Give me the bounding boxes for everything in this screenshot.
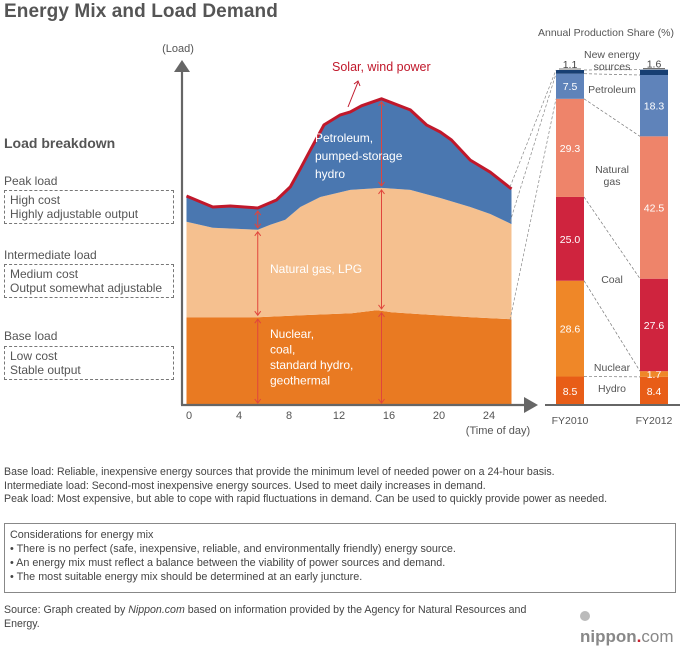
bar-connector bbox=[584, 281, 640, 371]
load-area-chart: (Load) (Time of day) 0 4 8 12 16 20 24 Solar, win… bbox=[162, 43, 538, 437]
x-tick-label: 8 bbox=[286, 410, 292, 422]
bar-value-label: 28.6 bbox=[560, 324, 581, 336]
load-notes: Base load: Reliable, inexpensive energy … bbox=[4, 466, 607, 507]
note-peak-load: Peak load: Most expensive, but able to c… bbox=[4, 493, 607, 507]
bar-series-label-line: Hydro bbox=[598, 383, 626, 395]
x-tick-label: 4 bbox=[236, 410, 242, 422]
logo-tld: com bbox=[641, 627, 673, 646]
logo-name: nippon bbox=[580, 627, 637, 646]
bar-series-label: Nuclear bbox=[594, 362, 631, 374]
bar-series-label-line: sources bbox=[594, 61, 631, 73]
base-load-sources-label-line: geothermal bbox=[270, 374, 330, 388]
x-tick-label: 20 bbox=[433, 410, 445, 422]
x-tick-label: 0 bbox=[186, 410, 192, 422]
bar-category-label: FY2010 bbox=[552, 415, 589, 427]
base-load-sources-label-line: standard hydro, bbox=[270, 358, 353, 372]
energy-chart: (Load) (Time of day) 0 4 8 12 16 20 24 Solar, win… bbox=[0, 0, 680, 450]
petroleum-label-line: hydro bbox=[315, 167, 345, 181]
bar-series-label: Hydro bbox=[598, 383, 626, 395]
production-share-chart: 8.528.625.029.37.51.1FY20108.41.727.642.… bbox=[510, 27, 680, 427]
bar-series-label-line: Coal bbox=[601, 274, 623, 286]
peak-load-cost: High cost bbox=[10, 193, 173, 207]
intermediate-load-output: Output somewhat adjustable bbox=[10, 281, 173, 295]
bar-value-label: 8.4 bbox=[647, 386, 662, 398]
bar-value-label: 29.3 bbox=[560, 143, 581, 155]
source-brand: Nippon.com bbox=[128, 604, 185, 616]
solar-wind-label: Solar, wind power bbox=[332, 60, 431, 74]
base-load-label: Base load bbox=[4, 329, 57, 343]
base-load-sources-label-line: coal, bbox=[270, 343, 295, 357]
base-load-cost: Low cost bbox=[10, 349, 173, 363]
solar-wind-pointer bbox=[348, 82, 358, 107]
bar-series-label-line: Nuclear bbox=[594, 362, 631, 374]
load-breakdown-heading: Load breakdown bbox=[4, 135, 115, 151]
bar-series-label-line: Natural bbox=[595, 164, 629, 176]
considerations-box: Considerations for energy mix • There is… bbox=[4, 523, 676, 593]
intermediate-load-label: Intermediate load bbox=[4, 248, 97, 262]
note-intermediate-load: Intermediate load: Second-most inexpensi… bbox=[4, 480, 607, 494]
nippon-logo: nippon.com bbox=[580, 607, 680, 647]
bar-series-label-line: New energy bbox=[584, 49, 641, 61]
intermediate-load-box: Medium cost Output somewhat adjustable bbox=[4, 264, 174, 298]
bar-value-label: 18.3 bbox=[644, 101, 665, 113]
bar-series-label-line: gas bbox=[604, 176, 621, 188]
bar-series-label: Petroleum bbox=[588, 84, 636, 96]
base-load-output: Stable output bbox=[10, 363, 173, 377]
bar-connector bbox=[584, 74, 640, 75]
note-base-load: Base load: Reliable, inexpensive energy … bbox=[4, 466, 607, 480]
bar-value-label: 27.6 bbox=[644, 320, 665, 332]
consideration-item: • There is no perfect (safe, inexpensive… bbox=[10, 542, 675, 556]
source-note: Source: Graph created by Nippon.com base… bbox=[4, 604, 544, 631]
considerations-heading: Considerations for energy mix bbox=[10, 528, 675, 542]
bar-value-label: 7.5 bbox=[563, 81, 578, 93]
petroleum-label-line: pumped-storage bbox=[315, 149, 403, 163]
consideration-item: • The most suitable energy mix should be… bbox=[10, 570, 675, 584]
source-prefix: Source: Graph created by bbox=[4, 604, 128, 616]
projection-line bbox=[510, 70, 556, 187]
x-axis-label: (Time of day) bbox=[466, 425, 530, 437]
logo-circle-icon bbox=[580, 611, 590, 621]
peak-load-output: Highly adjustable output bbox=[10, 207, 173, 221]
natural-gas-label: Natural gas, LPG bbox=[270, 262, 362, 276]
projection-line bbox=[510, 99, 556, 320]
petroleum-label-line: Petroleum, bbox=[315, 131, 373, 145]
x-axis-arrow-icon bbox=[524, 397, 538, 413]
x-tick-label: 12 bbox=[333, 410, 345, 422]
peak-load-label: Peak load bbox=[4, 174, 57, 188]
bar-value-label: 42.5 bbox=[644, 203, 665, 215]
intermediate-load-cost: Medium cost bbox=[10, 267, 173, 281]
bar-series-label-line: Petroleum bbox=[588, 84, 636, 96]
x-tick-label: 16 bbox=[383, 410, 395, 422]
bar-series-label: Coal bbox=[601, 274, 623, 286]
y-axis-label: (Load) bbox=[162, 43, 194, 55]
bar-connector bbox=[584, 197, 640, 279]
peak-load-box: High cost Highly adjustable output bbox=[4, 190, 174, 224]
base-load-sources-label-line: Nuclear, bbox=[270, 327, 314, 341]
base-load-box: Low cost Stable output bbox=[4, 346, 174, 380]
bar-connector bbox=[584, 99, 640, 137]
consideration-item: • An energy mix must reflect a balance b… bbox=[10, 556, 675, 570]
projection-line bbox=[510, 74, 556, 222]
bar-value-label: 25.0 bbox=[560, 234, 581, 246]
bar-value-label: 8.5 bbox=[563, 386, 578, 398]
y-axis-arrow-icon bbox=[174, 60, 190, 72]
x-tick-label: 24 bbox=[483, 410, 495, 422]
bar-chart-title: Annual Production Share (%) bbox=[538, 27, 674, 39]
bar-category-label: FY2012 bbox=[636, 415, 673, 427]
